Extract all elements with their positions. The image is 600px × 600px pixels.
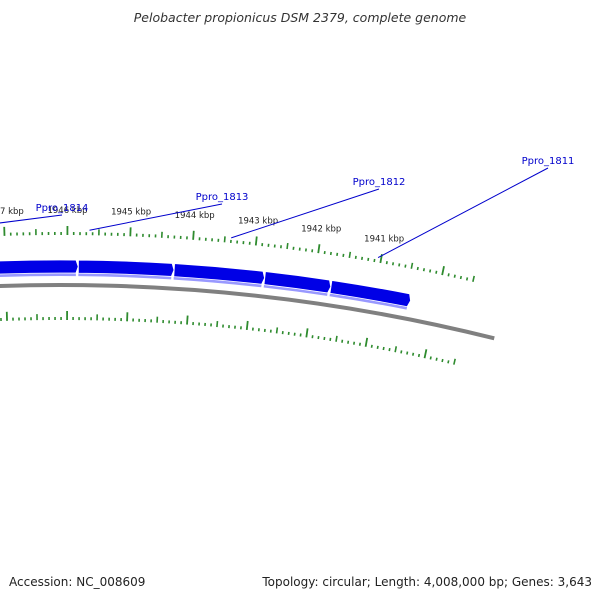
gene-label: Ppro_1811 (522, 156, 575, 167)
major-tick-mark (441, 266, 445, 276)
minor-tick-mark (422, 268, 426, 272)
gene-shadow (0, 273, 76, 278)
minor-tick-mark (400, 350, 403, 354)
minor-tick-mark (275, 327, 279, 334)
gene-shadow (78, 273, 172, 280)
gene-label: Ppro_1812 (353, 177, 406, 188)
accession-label: Accession: NC_008609 (9, 575, 146, 589)
gene-shadow (329, 293, 408, 310)
minor-tick-mark (453, 358, 456, 365)
minor-tick-mark (416, 266, 419, 271)
minor-tick-mark (410, 262, 414, 269)
tick-label: 1945 kbp (111, 207, 151, 217)
minor-tick-mark (441, 358, 444, 363)
minor-tick-mark (453, 274, 456, 278)
minor-tick-mark (358, 342, 362, 346)
gene-arrow (0, 259, 79, 275)
tick-label: 1942 kbp (301, 224, 341, 234)
minor-tick-mark (412, 352, 415, 356)
major-tick-mark (245, 320, 249, 331)
minor-tick-mark (429, 269, 432, 273)
minor-tick-mark (335, 335, 338, 342)
minor-tick-mark (404, 264, 407, 268)
minor-tick-mark (367, 257, 370, 262)
gene-shadow (263, 284, 328, 296)
minor-tick-mark (373, 258, 376, 263)
major-tick-mark (423, 349, 428, 359)
outer-tick-ring (3, 226, 475, 282)
major-tick-mark (364, 337, 369, 347)
genome-stats-label: Topology: circular; Length: 4,008,000 bp… (262, 575, 592, 589)
minor-tick-mark (447, 273, 450, 277)
major-tick-mark (192, 230, 195, 240)
gene-labels: Ppro_1811 Ppro_1812 Ppro_1813 Ppro_1814 (0, 156, 575, 259)
tick-labels: 1941 kbp 1942 kbp 1943 kbp 1944 kbp 1945 kbp… (0, 206, 404, 244)
tick-label: 1946 kbp (47, 206, 87, 216)
minor-tick-mark (398, 263, 401, 267)
gene-label: Ppro_1814 (36, 203, 89, 214)
gene-label-leader (377, 167, 549, 259)
minor-tick-mark (429, 356, 432, 360)
minor-tick-mark (223, 236, 226, 243)
gene-arrow (263, 271, 332, 294)
minor-tick-mark (376, 345, 379, 350)
major-tick-mark (186, 315, 189, 325)
tick-label: 1941 kbp (364, 234, 404, 244)
gene-label-leader (0, 214, 63, 224)
minor-tick-mark (382, 346, 385, 351)
minor-tick-mark (385, 261, 388, 265)
tick-label: 1943 kbp (238, 217, 278, 227)
minor-tick-mark (406, 351, 409, 355)
gene-label: Ppro_1813 (196, 192, 249, 203)
gene-label-leader (89, 203, 223, 231)
minor-tick-mark (360, 256, 364, 260)
minor-tick-mark (388, 347, 391, 352)
minor-tick-mark (465, 277, 469, 281)
gene-track (0, 259, 411, 310)
map-title: Pelobacter propionicus DSM 2379, complet… (133, 10, 467, 25)
minor-tick-mark (417, 353, 421, 358)
inner-tick-ring (0, 311, 456, 365)
major-tick-mark (254, 236, 258, 246)
gene-shadow (173, 276, 262, 288)
minor-tick-mark (472, 275, 475, 282)
major-tick-mark (305, 328, 309, 338)
minor-tick-mark (391, 262, 395, 266)
minor-tick-mark (459, 275, 463, 280)
minor-tick-mark (370, 344, 373, 348)
minor-tick-mark (435, 357, 438, 361)
gene-arrow (329, 279, 411, 308)
tick-label: 1944 kbp (175, 211, 215, 221)
minor-tick-mark (348, 251, 352, 258)
gene-label-leader (231, 188, 380, 239)
gene-arrow (77, 259, 175, 277)
minor-tick-mark (435, 270, 438, 274)
minor-tick-mark (216, 320, 219, 328)
gene-arrow (173, 263, 265, 285)
genome-backbone (0, 283, 495, 341)
minor-tick-mark (447, 360, 450, 364)
minor-tick-mark (394, 346, 398, 353)
minor-tick-mark (353, 341, 356, 345)
tick-label: 1947 kbp (0, 207, 24, 217)
minor-tick-mark (286, 242, 289, 250)
major-tick-mark (317, 244, 321, 254)
